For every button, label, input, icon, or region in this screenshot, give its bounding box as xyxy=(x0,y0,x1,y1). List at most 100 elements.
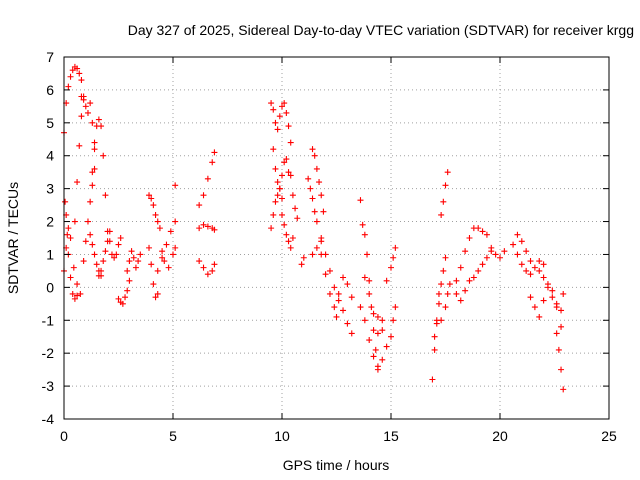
data-point xyxy=(536,267,543,274)
data-point xyxy=(211,226,218,233)
data-point xyxy=(283,156,290,163)
data-point xyxy=(281,159,288,166)
data-point xyxy=(124,267,131,274)
data-point xyxy=(335,290,342,297)
data-point xyxy=(200,221,207,228)
data-point xyxy=(172,218,179,225)
data-point xyxy=(77,290,84,297)
data-point xyxy=(444,169,451,176)
data-point xyxy=(95,116,102,123)
data-point xyxy=(372,346,379,353)
data-point xyxy=(281,221,288,228)
data-point xyxy=(440,198,447,205)
data-point xyxy=(475,225,482,232)
data-point xyxy=(122,294,129,301)
data-point xyxy=(357,304,364,311)
data-point xyxy=(91,251,98,258)
data-point xyxy=(102,248,109,255)
data-point xyxy=(274,192,281,199)
y-tick-label: 1 xyxy=(46,246,54,262)
data-point xyxy=(124,287,131,294)
data-point xyxy=(270,106,277,113)
data-point xyxy=(102,192,109,199)
data-point xyxy=(313,244,320,251)
data-point xyxy=(67,235,74,241)
data-point xyxy=(466,235,473,241)
data-point xyxy=(150,202,157,209)
data-point xyxy=(370,310,377,317)
data-point xyxy=(429,376,436,383)
data-point xyxy=(558,366,565,373)
data-point xyxy=(69,67,76,74)
data-point xyxy=(316,179,323,186)
data-point xyxy=(170,251,176,258)
data-point xyxy=(540,297,547,304)
data-point xyxy=(165,264,172,271)
data-point xyxy=(466,277,473,284)
data-point xyxy=(270,211,277,218)
data-point xyxy=(196,225,203,232)
data-point xyxy=(71,218,78,225)
data-point xyxy=(326,290,333,297)
data-point xyxy=(285,238,292,245)
data-point xyxy=(98,123,105,130)
data-point xyxy=(470,274,477,281)
data-point xyxy=(442,254,449,261)
data-point xyxy=(78,77,85,84)
data-point xyxy=(444,290,451,297)
data-point xyxy=(274,126,281,133)
data-point xyxy=(117,235,124,241)
data-point xyxy=(431,346,438,353)
data-point xyxy=(383,277,390,284)
data-point xyxy=(311,208,318,215)
data-point xyxy=(292,205,299,212)
data-point xyxy=(67,274,74,281)
data-point xyxy=(555,346,562,353)
data-point xyxy=(82,103,89,110)
data-point xyxy=(272,198,279,205)
data-point xyxy=(318,251,325,258)
data-point xyxy=(322,271,329,278)
data-point xyxy=(388,264,394,271)
data-point xyxy=(483,231,490,238)
data-point xyxy=(392,304,399,311)
x-axis-label: GPS time / hours xyxy=(283,457,390,473)
data-point xyxy=(89,169,96,176)
data-point xyxy=(279,195,285,202)
data-point xyxy=(435,290,442,297)
data-point xyxy=(442,304,449,311)
y-axis-label: SDTVAR / TECUs xyxy=(5,182,21,294)
data-point xyxy=(276,185,283,192)
data-point xyxy=(272,119,279,126)
x-tick-label: 0 xyxy=(60,428,68,444)
data-point xyxy=(462,287,469,294)
data-point xyxy=(305,175,312,182)
data-point xyxy=(348,330,355,337)
data-point xyxy=(276,113,283,120)
data-point xyxy=(80,96,87,103)
data-point xyxy=(204,271,211,278)
data-point xyxy=(536,258,543,265)
data-point xyxy=(76,70,83,77)
data-point xyxy=(518,261,525,268)
data-point xyxy=(272,165,279,172)
data-point xyxy=(361,274,368,281)
x-tick-label: 20 xyxy=(492,428,508,444)
data-point xyxy=(514,251,521,258)
data-point xyxy=(366,290,373,297)
chart-title: Day 327 of 2025, Sidereal Day-to-day VTE… xyxy=(128,22,634,38)
data-point xyxy=(287,139,294,146)
data-point xyxy=(361,231,368,238)
data-point xyxy=(113,251,120,258)
data-point xyxy=(366,277,373,284)
data-point xyxy=(91,165,98,172)
data-point xyxy=(388,333,394,340)
data-point xyxy=(154,267,161,274)
data-point xyxy=(209,267,216,274)
data-point xyxy=(531,304,538,311)
data-point xyxy=(527,271,534,278)
data-point xyxy=(104,228,111,235)
x-tick-label: 15 xyxy=(383,428,399,444)
data-point xyxy=(335,297,342,304)
